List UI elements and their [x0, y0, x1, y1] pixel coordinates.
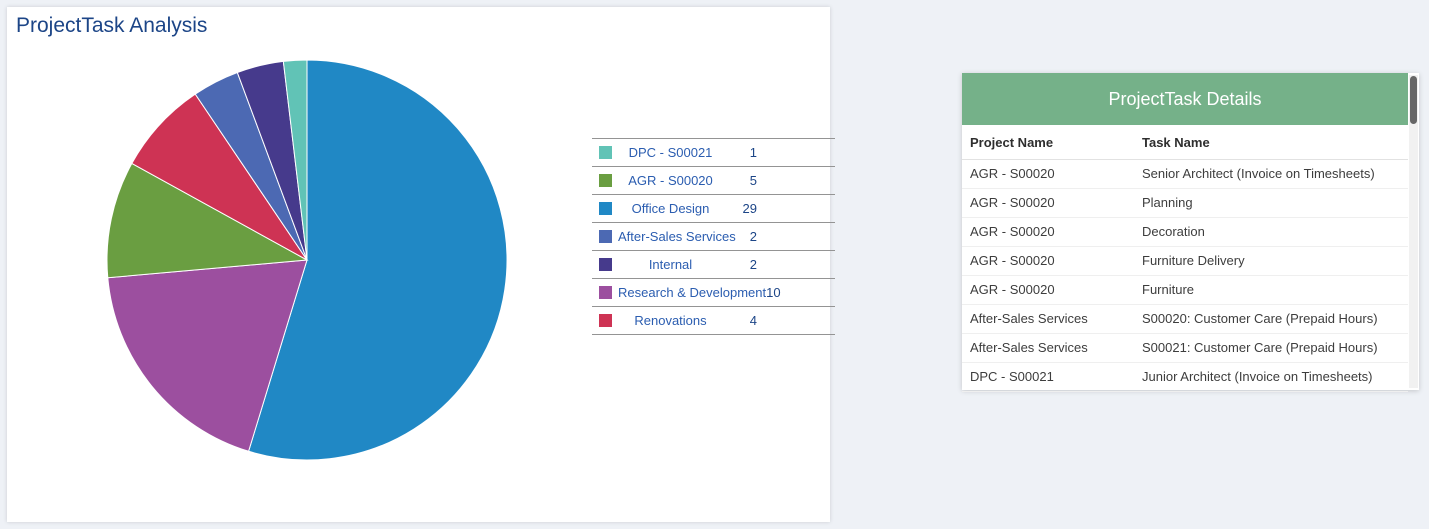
- details-panel-header: ProjectTask Details: [962, 73, 1408, 125]
- legend-row[interactable]: DPC - S00021 1: [592, 138, 835, 166]
- cell-project-name: AGR - S00020: [962, 188, 1134, 218]
- cell-project-name: After-Sales Services: [962, 304, 1134, 334]
- legend-value: 4: [749, 313, 757, 328]
- legend-label: Research & Development: [618, 285, 767, 300]
- cell-project-name: AGR - S00020: [962, 217, 1134, 247]
- legend-swatch: [599, 258, 612, 271]
- legend-value: 1: [749, 145, 757, 160]
- legend-swatch: [599, 314, 612, 327]
- table-row[interactable]: AGR - S00020 Planning: [962, 188, 1408, 218]
- legend-row[interactable]: Internal 2: [592, 250, 835, 278]
- legend-value: 2: [749, 257, 757, 272]
- pie-slice[interactable]: [107, 259, 308, 452]
- cell-project-name: AGR - S00020: [962, 159, 1134, 189]
- pie-slice[interactable]: [247, 59, 508, 461]
- cell-project-name: AGR - S00020: [962, 246, 1134, 276]
- pie-slice[interactable]: [106, 162, 309, 279]
- cell-project-name: After-Sales Services: [962, 333, 1134, 363]
- legend-label: AGR - S00020: [628, 173, 713, 188]
- legend-row[interactable]: AGR - S00020 5: [592, 166, 835, 194]
- details-scrollbar[interactable]: [1409, 75, 1418, 388]
- details-scrollbar-thumb[interactable]: [1410, 76, 1417, 124]
- legend-row[interactable]: Renovations 4: [592, 306, 835, 334]
- cell-task-name: Senior Architect (Invoice on Timesheets): [1134, 159, 1408, 189]
- pie-slice[interactable]: [131, 93, 308, 261]
- legend-row[interactable]: Office Design 29: [592, 194, 835, 222]
- details-panel: ProjectTask Details Project Name Task Na…: [962, 73, 1419, 392]
- cell-task-name: Furniture Delivery: [1134, 246, 1408, 276]
- table-row[interactable]: After-Sales Services S00021: Customer Car…: [962, 333, 1408, 363]
- analysis-panel: ProjectTask Analysis DPC - S00021 1 AGR - …: [7, 7, 835, 522]
- table-row[interactable]: DPC - S00021 Junior Architect (Invoice on…: [962, 362, 1408, 392]
- legend-swatch: [599, 174, 612, 187]
- details-panel-title: ProjectTask Details: [1108, 88, 1262, 109]
- cell-project-name: DPC - S00021: [962, 362, 1134, 392]
- legend-label: Renovations: [634, 313, 707, 328]
- cell-task-name: Junior Architect (Invoice on Timesheets): [1134, 362, 1408, 392]
- legend-swatch: [599, 230, 612, 243]
- pie-slice[interactable]: [282, 59, 308, 261]
- column-header-project-name: Project Name: [962, 125, 1134, 160]
- legend-value: 5: [749, 173, 757, 188]
- cell-task-name: Planning: [1134, 188, 1408, 218]
- details-table-header-row: Project Name Task Name: [962, 125, 1408, 160]
- details-table-body: AGR - S00020 Senior Architect (Invoice on…: [962, 159, 1408, 392]
- cell-task-name: Furniture: [1134, 275, 1408, 305]
- column-header-task-name: Task Name: [1134, 125, 1408, 160]
- legend-value: 2: [749, 229, 757, 244]
- analysis-panel-title: ProjectTask Analysis: [16, 14, 208, 37]
- table-row[interactable]: AGR - S00020 Decoration: [962, 217, 1408, 247]
- legend-label: Internal: [648, 257, 693, 272]
- cell-task-name: Decoration: [1134, 217, 1408, 247]
- legend-swatch: [599, 146, 612, 159]
- legend-swatch: [599, 286, 612, 299]
- details-table: Project Name Task Name AGR - S00020 Senio…: [962, 125, 1408, 392]
- pie-chart: [106, 59, 508, 461]
- legend-row[interactable]: Research & Development 10: [592, 278, 835, 306]
- chart-legend: DPC - S00021 1 AGR - S00020 5 Office Design 2…: [592, 138, 835, 335]
- legend-label: DPC - S00021: [628, 145, 713, 160]
- legend-swatch: [599, 202, 612, 215]
- legend-label: Office Design: [631, 201, 710, 216]
- legend-label: After-Sales Services: [618, 229, 736, 244]
- cell-task-name: S00021: Customer Care (Prepaid Hours): [1134, 333, 1408, 363]
- table-row[interactable]: AGR - S00020 Senior Architect (Invoice on…: [962, 159, 1408, 189]
- table-row[interactable]: After-Sales Services S00020: Customer Car…: [962, 304, 1408, 334]
- cell-project-name: AGR - S00020: [962, 275, 1134, 305]
- legend-value: 29: [742, 201, 757, 216]
- table-row[interactable]: AGR - S00020 Furniture Delivery: [962, 246, 1408, 276]
- table-row[interactable]: AGR - S00020 Furniture: [962, 275, 1408, 305]
- legend-row[interactable]: After-Sales Services 2: [592, 222, 835, 250]
- cell-task-name: S00020: Customer Care (Prepaid Hours): [1134, 304, 1408, 334]
- legend-value: 10: [766, 285, 781, 300]
